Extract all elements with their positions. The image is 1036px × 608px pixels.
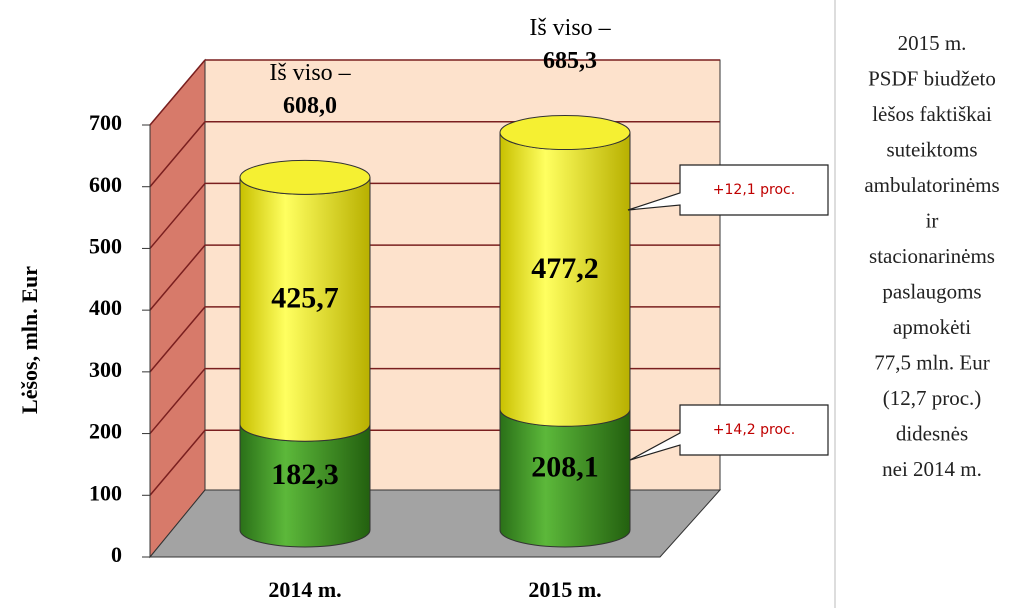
callout-text: +12,1 proc. [713,182,795,198]
total-prefix: Iš viso – [269,60,351,86]
side-note-line: stacionarinėms [869,244,995,268]
callout-box [629,404,829,461]
x-tick-label: 2015 m. [528,577,601,602]
y-tick-label: 700 [89,110,122,135]
side-note-line: PSDF biudžeto [868,66,996,90]
callout-box [627,164,829,216]
side-note-line: paslaugoms [882,279,981,303]
callout-text: +14,2 proc. [713,422,795,438]
value-label: 425,7 [271,282,339,315]
grid-line [149,368,206,435]
bar-top [499,115,631,151]
side-wall [149,58,206,559]
y-tick-label: 600 [89,172,122,197]
value-label: 477,2 [531,252,599,285]
value-label: 208,1 [531,451,599,484]
grid-line [149,121,206,188]
y-tick-label: 200 [89,419,122,444]
y-tick-label: 500 [89,233,122,258]
grid-line [149,244,206,311]
side-note-line: suteiktoms [886,137,977,161]
bar-top [239,159,371,195]
grid-line [149,182,206,249]
x-tick-label: 2014 m. [268,577,341,602]
side-note-line: apmokėti [893,315,971,339]
total-label: 608,0 [283,93,337,119]
total-prefix: Iš viso – [529,15,611,41]
side-note-line: nei 2014 m. [882,457,982,481]
y-axis-label: Lėšos, mln. Eur [17,266,42,414]
side-note-line: (12,7 proc.) [883,386,982,410]
side-note-line: 2015 m. [898,31,967,55]
side-note-line: 77,5 mln. Eur [874,350,990,374]
y-tick-label: 300 [89,357,122,382]
value-label: 182,3 [271,458,339,491]
grid-line [149,306,206,373]
side-note-line: ambulatorinėms [864,173,999,197]
y-tick-label: 0 [111,542,122,567]
y-tick-label: 100 [89,480,122,505]
grid-line [149,429,206,496]
y-tick-label: 400 [89,295,122,320]
side-note-line: ir [926,208,939,232]
side-note-line: lėšos faktiškai [872,102,992,126]
grid-line [149,59,206,126]
side-note-line: didesnės [896,421,968,445]
total-label: 685,3 [543,48,597,74]
floor [148,489,722,558]
